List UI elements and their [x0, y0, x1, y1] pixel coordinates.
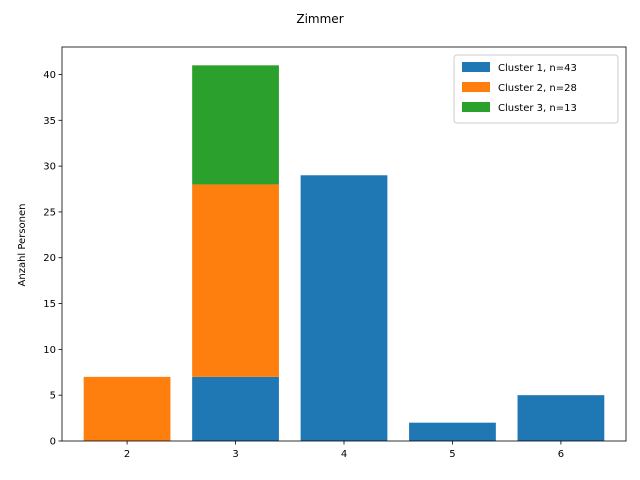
bar-series1-cat-5	[409, 422, 496, 441]
bar-series3-cat-3	[192, 65, 279, 185]
legend-label: Cluster 2, n=28	[498, 83, 577, 94]
legend-box	[453, 54, 619, 124]
bar-series1-cat-3	[192, 376, 279, 441]
legend-swatch	[462, 62, 490, 72]
bar-series2-cat-2	[83, 376, 171, 441]
y-axis-label: Anzahl Personen	[17, 204, 28, 287]
x-tick-label: 6	[558, 449, 564, 460]
y-tick-label: 10	[43, 345, 56, 356]
x-tick-label: 2	[124, 449, 130, 460]
bar-series2-cat-3	[192, 184, 279, 377]
axes-group: 0 5 10 15 20 25 30 35 40 2 3 4 5 6	[43, 46, 627, 460]
chart-title: Zimmer	[296, 12, 343, 26]
bars-group	[83, 65, 605, 442]
y-tick-label: 0	[50, 437, 56, 448]
y-tick-label: 25	[43, 207, 56, 218]
legend-swatch	[462, 82, 490, 92]
y-tick-label: 15	[43, 299, 56, 310]
x-tick-label: 3	[232, 449, 238, 460]
bar-series1-cat-4	[300, 175, 388, 442]
y-tick-label: 20	[43, 253, 56, 264]
bar-series1-cat-6	[517, 395, 605, 441]
x-tick-label: 4	[341, 449, 347, 460]
legend-label: Cluster 1, n=43	[498, 63, 577, 74]
legend: Cluster 1, n=43 Cluster 2, n=28 Cluster 3,…	[453, 54, 619, 124]
y-tick-label: 30	[43, 162, 56, 173]
legend-label: Cluster 3, n=13	[498, 103, 577, 114]
x-tick-label: 5	[449, 449, 455, 460]
y-tick-label: 5	[50, 391, 56, 402]
legend-swatch	[462, 102, 490, 112]
y-tick-label: 40	[43, 70, 56, 81]
y-tick-label: 35	[43, 116, 56, 127]
